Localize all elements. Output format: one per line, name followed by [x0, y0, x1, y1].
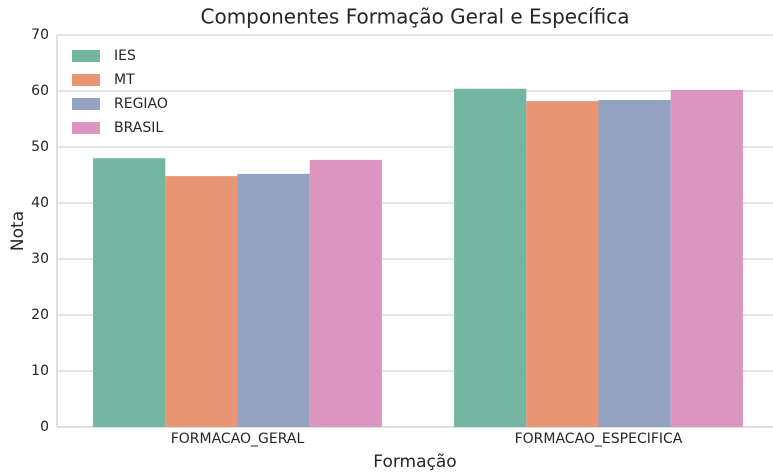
chart-title: Componentes Formação Geral e Específica	[201, 5, 630, 29]
legend-label: MT	[114, 72, 135, 88]
y-tick-label: 60	[31, 83, 49, 99]
y-tick-label: 40	[31, 195, 49, 211]
bar	[237, 173, 310, 427]
x-axis-label: Formação	[373, 452, 456, 472]
bar	[526, 101, 599, 427]
bar	[598, 99, 671, 428]
bar	[165, 176, 238, 427]
legend-swatch	[72, 50, 100, 62]
bar	[309, 159, 382, 427]
legend-swatch	[72, 122, 100, 134]
legend-label: REGIAO	[114, 96, 168, 112]
legend-label: IES	[114, 48, 136, 64]
y-tick-label: 20	[31, 307, 49, 323]
y-tick-label: 50	[31, 139, 49, 155]
legend-label: BRASIL	[114, 120, 163, 136]
y-axis-label: Nota	[8, 211, 28, 251]
bar	[93, 158, 166, 427]
y-tick-label: 0	[40, 419, 49, 435]
legend-swatch	[72, 74, 100, 86]
y-tick-label: 10	[31, 363, 49, 379]
bar	[670, 89, 743, 427]
x-tick-label: FORMACAO_ESPECIFICA	[515, 431, 683, 447]
bar	[454, 88, 527, 427]
y-tick-label: 30	[31, 251, 49, 267]
legend-swatch	[72, 98, 100, 110]
y-tick-label: 70	[31, 27, 49, 43]
x-tick-label: FORMACAO_GERAL	[171, 431, 305, 447]
